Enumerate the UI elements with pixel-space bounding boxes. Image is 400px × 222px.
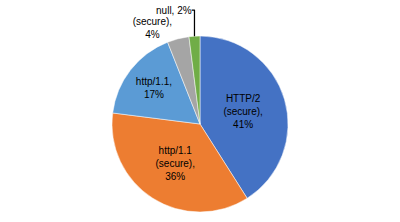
- svg-text:(secure),4%: (secure),4%: [133, 16, 172, 40]
- svg-text:http/1.1(secure),36%: http/1.1(secure),36%: [156, 145, 195, 182]
- svg-text:null, 2%: null, 2%: [156, 5, 192, 16]
- svg-text:http/1.1,17%: http/1.1,17%: [136, 76, 172, 100]
- svg-text:HTTP/2(secure),41%: HTTP/2(secure),41%: [223, 93, 262, 130]
